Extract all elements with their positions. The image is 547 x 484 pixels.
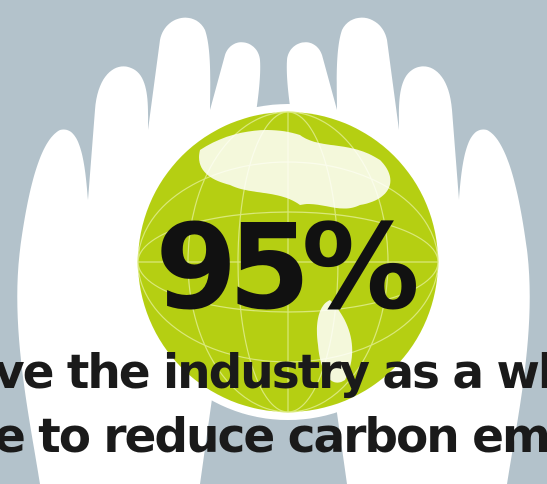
text-line: e to reduce carbon em xyxy=(0,409,547,464)
headline: 95% xyxy=(155,198,416,336)
globe xyxy=(130,104,446,420)
text-line: ve the industry as a wh xyxy=(0,345,547,400)
